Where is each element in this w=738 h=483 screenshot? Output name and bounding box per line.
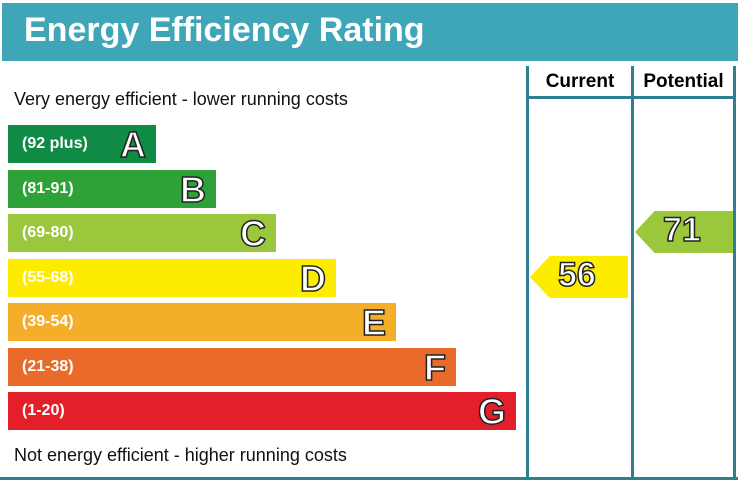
band-range: (55-68)	[22, 269, 74, 286]
header: Energy Efficiency Rating	[2, 3, 738, 61]
band-letter: E	[361, 301, 387, 344]
divider	[631, 66, 634, 479]
band-range: (21-38)	[22, 358, 74, 375]
band-letter: B	[179, 168, 207, 211]
page-title: Energy Efficiency Rating	[24, 11, 425, 49]
divider	[733, 66, 736, 479]
band-d: (55-68) D	[8, 257, 336, 300]
band-letter: F	[423, 346, 447, 389]
current-rating-value: 56	[557, 256, 596, 295]
band-range: (69-80)	[22, 224, 74, 241]
band-letter: G	[477, 390, 507, 433]
band-range: (92 plus)	[22, 135, 88, 152]
potential-rating-arrow: 71	[635, 211, 733, 253]
bottom-note: Not energy efficient - higher running co…	[14, 445, 347, 465]
potential-column-header: Potential	[643, 71, 724, 92]
band-b: (81-91) B	[8, 168, 216, 211]
band-letter: C	[239, 212, 267, 255]
top-note: Very energy efficient - lower running co…	[14, 89, 348, 109]
potential-rating-value: 71	[662, 211, 701, 250]
divider	[526, 96, 736, 99]
band-range: (1-20)	[22, 402, 65, 419]
band-letter: A	[119, 123, 147, 166]
band-letter: D	[299, 257, 327, 300]
band-range: (39-54)	[22, 313, 74, 330]
band-a: (92 plus) A	[8, 123, 156, 166]
current-rating-arrow: 56	[530, 256, 628, 298]
band-f: (21-38) F	[8, 346, 456, 389]
current-column-header: Current	[545, 71, 615, 92]
band-c: (69-80) C	[8, 212, 276, 255]
divider	[0, 477, 738, 480]
divider	[526, 66, 529, 479]
band-g: (1-20) G	[8, 390, 516, 433]
band-range: (81-91)	[22, 180, 74, 197]
band-e: (39-54) E	[8, 301, 396, 344]
